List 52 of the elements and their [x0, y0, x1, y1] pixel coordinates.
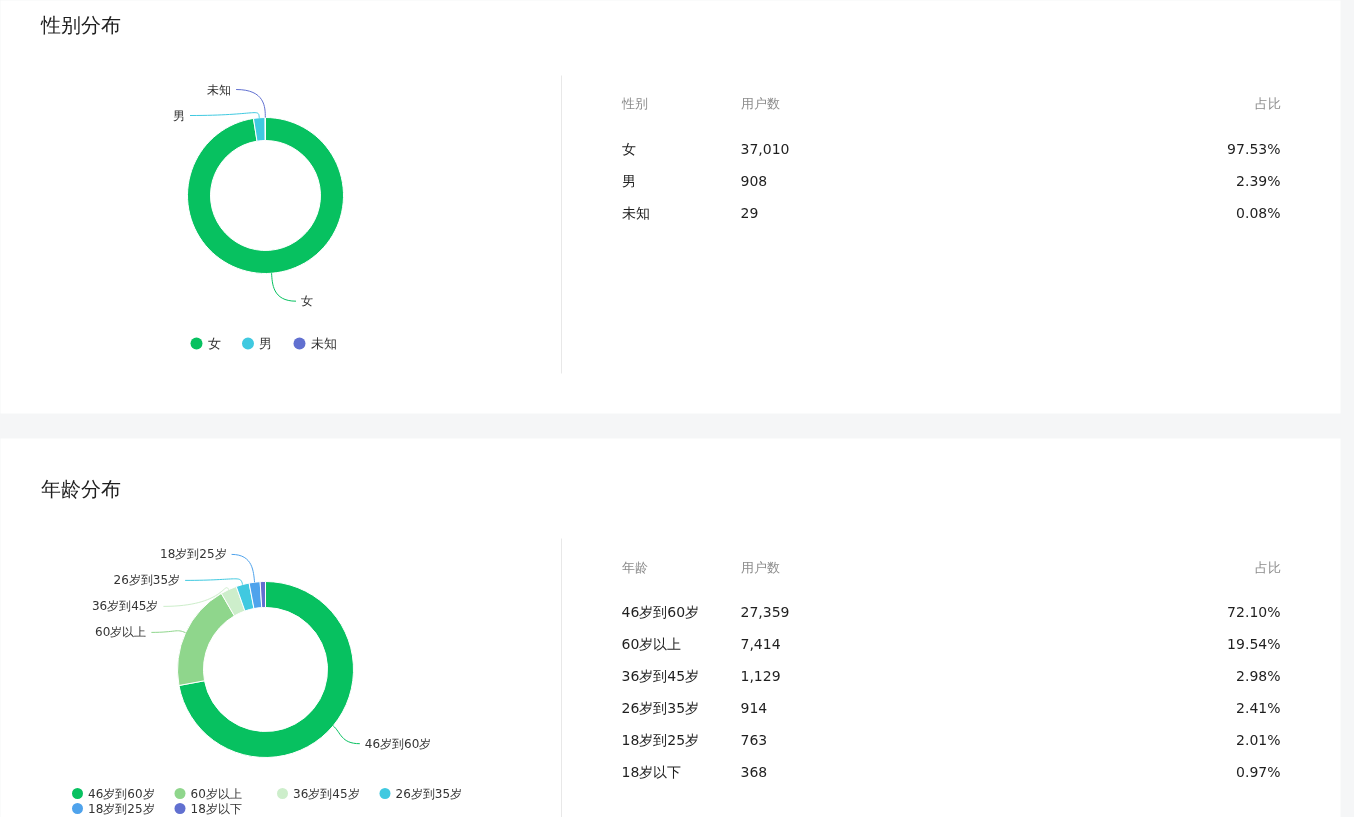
- category-label: 60岁以上: [621, 635, 682, 652]
- legend-label: 46岁到60岁: [88, 786, 155, 801]
- category-label: 18岁以下: [621, 763, 682, 780]
- slice-label: 女: [301, 294, 314, 309]
- text: 908: [740, 172, 768, 189]
- text: 0.08%: [1236, 204, 1281, 221]
- legend-label: 男: [259, 336, 272, 351]
- category-label: 18岁到25岁: [621, 731, 700, 748]
- category-label: 36岁到45岁: [621, 667, 700, 684]
- category-label: 女: [621, 140, 636, 157]
- slice-label: 46岁到60岁: [364, 736, 432, 751]
- text: 性别: [620, 96, 648, 111]
- text: 用户数: [740, 560, 780, 575]
- legend-label: 女: [207, 336, 221, 351]
- slice-label: 60岁以上: [95, 625, 147, 640]
- text: 2.01%: [1236, 731, 1281, 748]
- slice-label: 未知: [207, 82, 232, 97]
- legend-label: 18岁到25岁: [88, 801, 155, 816]
- text: 914: [740, 699, 768, 716]
- text: 27,359: [740, 603, 790, 620]
- text: 368: [740, 763, 768, 780]
- legend-label: 未知: [310, 336, 337, 351]
- legend-label: 26岁到35岁: [395, 786, 463, 801]
- text: 29: [740, 204, 759, 221]
- text: 年龄: [621, 560, 648, 575]
- text: 2.39%: [1236, 172, 1281, 189]
- chart-title: 性别分布: [39, 12, 121, 37]
- text: 7,414: [740, 635, 781, 652]
- text: 2.98%: [1236, 667, 1281, 684]
- text: 37,010: [740, 140, 790, 157]
- text: 2.41%: [1236, 699, 1281, 716]
- slice-label: 男: [173, 108, 185, 123]
- legend-label: 60岁以上: [190, 786, 242, 801]
- slice-label: 18岁到25岁: [160, 547, 227, 562]
- slice-label: 26岁到35岁: [113, 573, 181, 588]
- text: 97.53%: [1227, 140, 1281, 157]
- slice-label: 36岁到45岁: [91, 599, 159, 614]
- category-label: 46岁到60岁: [621, 603, 700, 620]
- legend-label: 18岁以下: [190, 801, 242, 816]
- category-label: 26岁到35岁: [621, 699, 700, 716]
- category-label: 未知: [621, 204, 650, 221]
- chart-title: 年龄分布: [40, 476, 121, 501]
- legend-label: 36岁到45岁: [293, 786, 360, 801]
- text: 1,129: [740, 667, 781, 684]
- text: 占比: [1254, 560, 1281, 575]
- text: 占比: [1254, 96, 1281, 111]
- text: 0.97%: [1236, 763, 1281, 780]
- text: 用户数: [740, 96, 780, 111]
- text: 763: [740, 731, 768, 748]
- category-label: 男: [621, 172, 636, 189]
- text: 72.10%: [1227, 603, 1281, 620]
- text: 19.54%: [1227, 635, 1281, 652]
